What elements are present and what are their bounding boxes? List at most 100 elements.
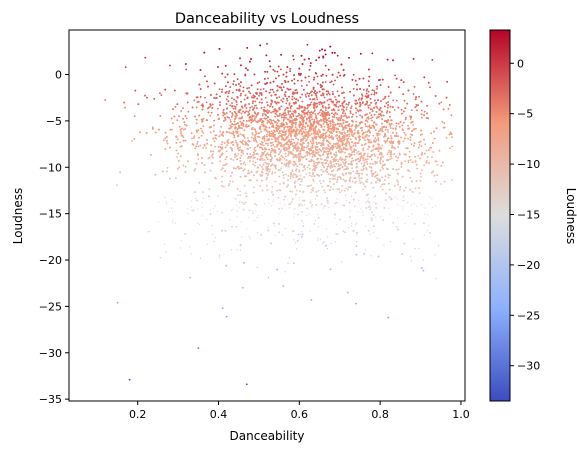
scatter-point: [366, 163, 369, 165]
scatter-point: [337, 163, 340, 165]
scatter-point: [305, 95, 307, 98]
scatter-point: [279, 151, 282, 154]
scatter-point: [262, 163, 265, 166]
scatter-point: [328, 134, 331, 137]
scatter-point: [403, 242, 406, 245]
scatter-point: [337, 160, 340, 163]
scatter-point: [420, 175, 422, 178]
scatter-point: [303, 146, 306, 149]
scatter-point: [166, 167, 169, 169]
scatter-point: [269, 65, 272, 68]
scatter-point: [295, 193, 297, 196]
scatter-point: [239, 157, 242, 159]
scatter-point: [332, 160, 335, 163]
scatter-point: [395, 77, 398, 80]
scatter-point: [195, 145, 198, 148]
scatter-point: [345, 106, 348, 109]
scatter-point: [239, 121, 242, 123]
scatter-point: [451, 179, 453, 181]
scatter-point: [221, 88, 224, 91]
scatter-point: [318, 49, 321, 52]
scatter-point: [388, 141, 391, 143]
scatter-point: [198, 136, 200, 139]
scatter-point: [370, 158, 373, 161]
scatter-point: [191, 137, 193, 140]
scatter-point: [230, 125, 233, 128]
scatter-point: [403, 99, 406, 102]
scatter-point: [354, 145, 357, 147]
scatter-point: [271, 141, 274, 144]
scatter-point: [272, 69, 275, 71]
scatter-point: [390, 157, 393, 160]
scatter-point: [327, 201, 329, 204]
scatter-point: [299, 129, 302, 131]
scatter-point: [277, 169, 280, 171]
scatter-point: [395, 125, 398, 127]
scatter-point: [378, 133, 381, 136]
scatter-point: [371, 52, 374, 55]
scatter-point: [240, 124, 243, 127]
scatter-point: [281, 156, 284, 159]
scatter-point: [418, 144, 421, 146]
scatter-point: [384, 179, 386, 182]
scatter-point: [243, 184, 246, 187]
scatter-point: [336, 113, 339, 115]
scatter-point: [344, 124, 347, 127]
scatter-point: [225, 112, 228, 115]
scatter-point: [254, 134, 257, 137]
scatter-point: [131, 140, 133, 143]
scatter-point: [342, 148, 345, 151]
scatter-point: [274, 149, 276, 151]
scatter-point: [291, 169, 294, 172]
scatter-point: [210, 111, 213, 114]
scatter-point: [267, 163, 270, 165]
scatter-point: [431, 156, 433, 159]
scatter-point: [311, 90, 313, 93]
scatter-point: [300, 130, 303, 133]
scatter-point: [204, 96, 206, 99]
scatter-point: [323, 96, 326, 99]
scatter-point: [244, 164, 247, 166]
scatter-point: [382, 98, 385, 101]
scatter-point: [381, 188, 384, 191]
scatter-point: [275, 124, 278, 126]
scatter-point: [351, 180, 354, 183]
scatter-point: [254, 146, 256, 149]
scatter-point: [331, 73, 334, 76]
scatter-point: [259, 164, 262, 167]
scatter-point: [216, 107, 219, 110]
scatter-point: [361, 95, 364, 97]
scatter-point: [342, 110, 345, 113]
scatter-point: [179, 155, 182, 158]
scatter-point: [326, 155, 329, 158]
scatter-point: [335, 101, 338, 104]
scatter-point: [373, 172, 375, 175]
scatter-point: [309, 115, 311, 117]
scatter-point: [384, 175, 387, 178]
scatter-point: [397, 168, 400, 171]
scatter-point: [151, 126, 154, 129]
scatter-point: [284, 91, 287, 93]
scatter-point: [266, 133, 268, 136]
scatter-point: [269, 118, 271, 121]
scatter-point: [308, 75, 310, 78]
scatter-point: [169, 177, 171, 180]
scatter-point: [249, 160, 251, 162]
scatter-point: [366, 113, 368, 115]
scatter-point: [184, 115, 187, 117]
scatter-point: [324, 148, 327, 151]
scatter-point: [230, 158, 233, 160]
scatter-point: [418, 95, 420, 98]
scatter-point: [374, 155, 376, 157]
scatter-point: [368, 68, 370, 71]
scatter-point: [296, 141, 299, 144]
scatter-point: [239, 133, 242, 136]
scatter-point: [175, 142, 178, 144]
scatter-point: [239, 94, 242, 97]
scatter-point: [233, 105, 236, 108]
scatter-point: [336, 54, 339, 57]
scatter-point: [392, 221, 395, 224]
scatter-point: [239, 194, 242, 197]
scatter-point: [371, 116, 374, 119]
scatter-point: [301, 100, 304, 103]
